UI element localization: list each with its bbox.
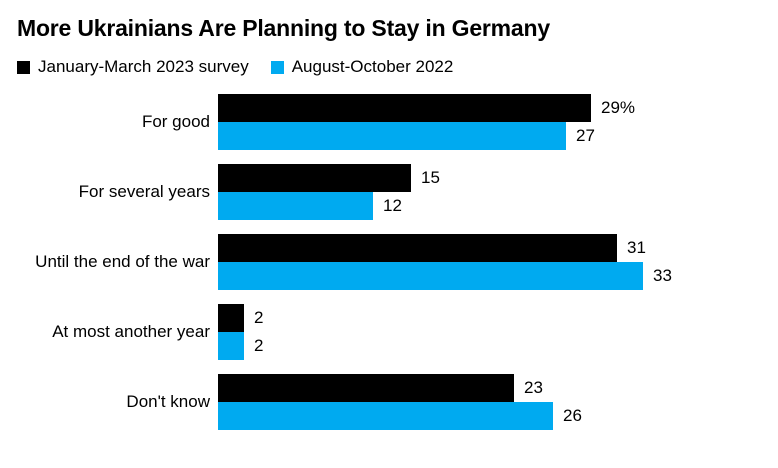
value-label-2023: 2 [254,308,264,327]
bar-aug-oct-2022 [218,402,553,430]
value-label-2022: 33 [653,266,672,285]
bar-line-2023: 2 [218,304,263,332]
value-label-2023: 29% [601,98,636,117]
bar-jan-mar-2023 [218,164,411,192]
value-label-2022: 12 [383,196,402,215]
legend-item-jan-mar-2023: January-March 2023 survey [17,57,249,77]
category-label: For several years [78,182,210,201]
bar-aug-oct-2022 [218,332,244,360]
chart-row: Until the end of the war 31 33 [0,234,778,290]
bar-jan-mar-2023 [218,374,514,402]
bar-line-2023: 29% [218,94,635,122]
bar-line-2022: 2 [218,332,263,360]
legend-swatch-aug-oct-2022-icon [270,60,284,74]
legend: January-March 2023 survey August-October… [17,57,778,77]
bar-line-2022: 12 [218,192,440,220]
value-label-2022: 27 [576,126,595,145]
bar-pair: 29% 27 [218,94,635,150]
category-label: For good [141,112,210,131]
value-label-2023: 31 [627,238,646,257]
bar-aug-oct-2022 [218,192,373,220]
bar-jan-mar-2023 [218,94,591,122]
bar-jan-mar-2023 [218,234,617,262]
bar-pair: 23 26 [218,374,582,430]
bar-line-2023: 23 [218,374,582,402]
bar-jan-mar-2023 [218,304,244,332]
chart-row: For good 29% 27 [0,94,778,150]
legend-item-aug-oct-2022: August-October 2022 [270,57,454,77]
chart-row: Don't know 23 26 [0,374,778,430]
value-label-2022: 2 [254,336,264,355]
legend-label-jan-mar-2023: January-March 2023 survey [38,57,249,76]
value-label-2023: 23 [524,378,543,397]
legend-label-aug-oct-2022: August-October 2022 [291,57,454,76]
bar-line-2022: 33 [218,262,672,290]
bar-line-2023: 15 [218,164,440,192]
bar-line-2022: 26 [218,402,582,430]
category-label: Until the end of the war [35,252,210,271]
chart-row: At most another year 2 2 [0,304,778,360]
bar-line-2022: 27 [218,122,635,150]
chart-title: More Ukrainians Are Planning to Stay in … [17,15,550,41]
legend-swatch-jan-mar-2023-icon [17,60,30,74]
bar-pair: 2 2 [218,304,263,360]
bar-aug-oct-2022 [218,262,643,290]
bar-pair: 15 12 [218,164,440,220]
chart-row: For several years 15 12 [0,164,778,220]
value-label-2022: 26 [563,406,582,425]
category-label: At most another year [52,322,210,341]
bar-chart: For good 29% 27 For several years 15 [0,94,778,430]
bar-pair: 31 33 [218,234,672,290]
value-label-2023: 15 [421,168,440,187]
category-label: Don't know [126,392,210,411]
bar-aug-oct-2022 [218,122,566,150]
bar-line-2023: 31 [218,234,672,262]
